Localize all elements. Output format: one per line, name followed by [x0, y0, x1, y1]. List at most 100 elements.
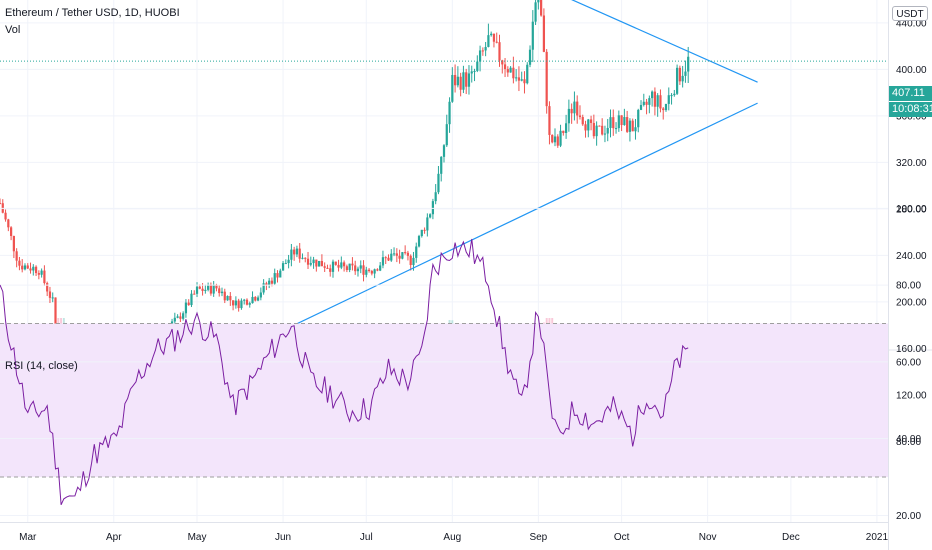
candle: [348, 263, 351, 271]
candle: [381, 257, 385, 266]
candle: [612, 117, 615, 129]
candle: [664, 103, 668, 111]
candle: [484, 46, 487, 51]
time-tick-label: Sep: [529, 532, 547, 543]
candle: [445, 124, 448, 146]
candle: [578, 115, 582, 118]
price-tick-label: 320.00: [896, 158, 927, 169]
resistance-trendline[interactable]: [436, 0, 758, 83]
candle: [359, 265, 362, 269]
candle: [531, 21, 534, 50]
candle: [351, 263, 354, 266]
candle: [628, 120, 632, 132]
price-tick-label: 240.00: [896, 251, 927, 262]
candle: [390, 253, 393, 261]
candle: [334, 261, 337, 265]
candle: [526, 64, 529, 84]
candle: [243, 299, 246, 301]
candle: [540, 0, 543, 16]
candle: [7, 219, 10, 228]
candle: [576, 101, 579, 116]
candle: [492, 33, 496, 42]
candle: [440, 156, 443, 174]
candle: [498, 42, 501, 61]
candle: [675, 67, 679, 94]
candle: [626, 117, 629, 132]
countdown-tag: 10:08:31: [889, 102, 932, 117]
candle: [4, 212, 7, 220]
candle: [406, 252, 410, 256]
candle: [262, 283, 265, 293]
candle: [642, 101, 645, 105]
candle: [48, 291, 52, 298]
time-tick-label: Apr: [106, 532, 122, 543]
candle: [545, 51, 548, 107]
candle: [434, 192, 437, 202]
candle: [173, 317, 176, 322]
candle: [245, 299, 249, 305]
candle: [209, 284, 213, 294]
candle: [384, 257, 387, 259]
candle: [609, 117, 612, 128]
symbol-title[interactable]: Ethereum / Tether USD, 1D, HUOBI: [5, 7, 180, 19]
candle: [589, 119, 593, 123]
candle: [304, 257, 307, 259]
candle: [229, 295, 232, 301]
candle: [207, 284, 210, 290]
candle: [417, 236, 421, 247]
candle: [601, 125, 604, 135]
candle: [215, 284, 218, 289]
candle: [46, 283, 49, 292]
candle: [387, 257, 390, 261]
candle: [667, 95, 670, 104]
candle: [276, 273, 279, 278]
candle: [415, 246, 418, 258]
time-tick-label: Oct: [614, 532, 630, 543]
volume-legend[interactable]: Vol: [5, 24, 21, 36]
candle: [223, 291, 226, 301]
candle: [584, 124, 587, 131]
candle: [487, 35, 490, 47]
rsi-tick-label: 40.00: [896, 434, 921, 445]
candle: [342, 262, 346, 267]
rsi-tick-label: 20.00: [896, 511, 921, 522]
candle: [573, 101, 576, 114]
candle: [370, 271, 373, 274]
candle: [251, 296, 254, 304]
candle: [398, 255, 401, 259]
candle: [653, 91, 657, 107]
rsi-legend[interactable]: RSI (14, close): [5, 360, 78, 372]
rsi-tick-label: 100.00: [896, 204, 927, 215]
candle: [631, 120, 634, 132]
candle: [395, 253, 398, 256]
currency-button[interactable]: USDT: [892, 6, 928, 21]
candle: [212, 284, 215, 294]
candle: [517, 77, 521, 81]
candle: [687, 56, 690, 72]
candle: [201, 288, 204, 291]
candle: [442, 145, 446, 157]
candle: [559, 130, 562, 146]
time-tick-label: Nov: [699, 532, 717, 543]
candle: [562, 130, 565, 133]
candle: [648, 98, 651, 105]
candle: [281, 263, 285, 271]
candle: [198, 286, 201, 289]
candle: [681, 75, 684, 82]
rsi-tick-label: 80.00: [896, 281, 921, 292]
time-tick-label: Aug: [443, 532, 461, 543]
candle: [345, 266, 348, 271]
price-tick-label: 120.00: [896, 390, 927, 401]
candle: [37, 273, 40, 275]
candle: [26, 265, 29, 269]
candle: [273, 273, 276, 284]
candle: [373, 269, 376, 274]
candle: [501, 60, 504, 65]
candle: [193, 293, 196, 295]
candle: [523, 79, 526, 84]
candle: [581, 117, 584, 125]
candle: [670, 95, 673, 97]
candle: [329, 268, 332, 272]
price-tick-label: 160.00: [896, 344, 927, 355]
